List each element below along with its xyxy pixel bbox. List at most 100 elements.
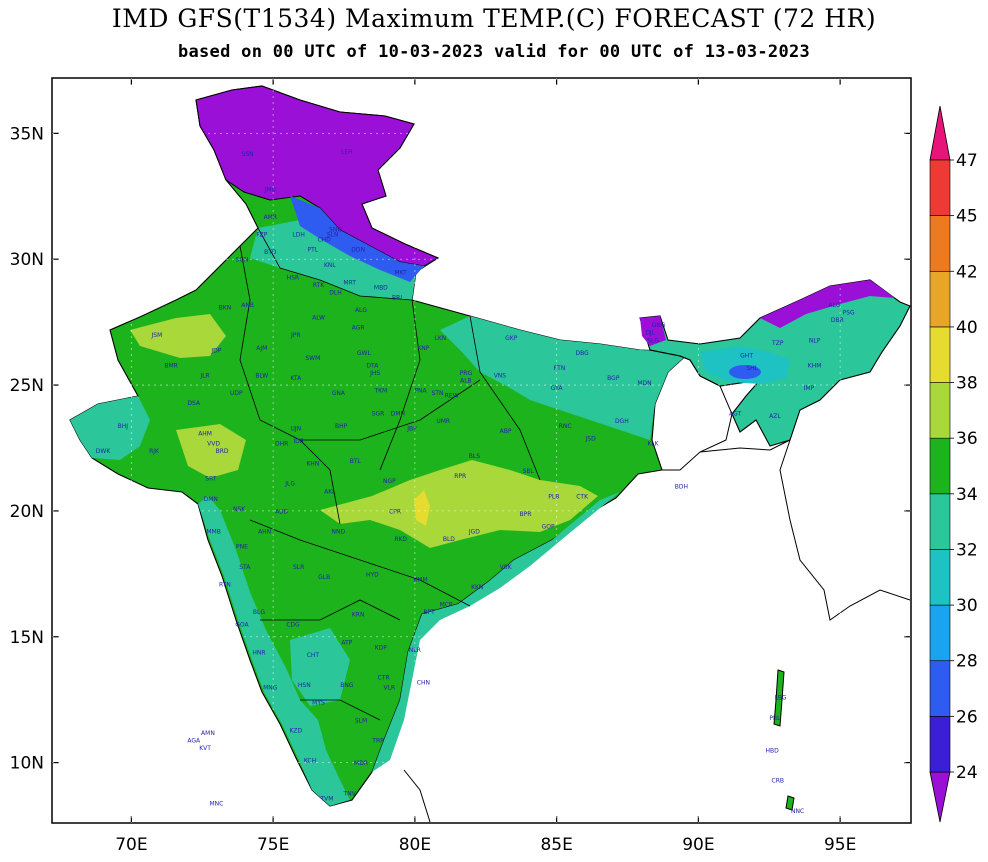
myanmar-border bbox=[779, 439, 911, 621]
nicobar-islands bbox=[785, 795, 795, 811]
x-axis: 70E 75E 80E 85E 90E 95E bbox=[115, 78, 856, 855]
station-label: ABP bbox=[500, 428, 512, 435]
station-label: NLP bbox=[809, 337, 821, 344]
station-label: BPR bbox=[519, 511, 531, 518]
station-label: DHR bbox=[275, 440, 288, 447]
station-label: SRT bbox=[205, 476, 217, 483]
station-label: ALB bbox=[460, 378, 472, 385]
station-label: KHN bbox=[306, 461, 319, 468]
station-label: SBL bbox=[523, 468, 535, 475]
station-label: HSR bbox=[287, 274, 300, 281]
station-label: SNG bbox=[329, 227, 342, 234]
station-label: KCH bbox=[304, 758, 316, 765]
station-label: JGD bbox=[468, 529, 480, 536]
colorbar-label: 26 bbox=[956, 707, 978, 727]
station-label: MRT bbox=[343, 279, 356, 286]
arunachal-cold-region bbox=[760, 280, 895, 328]
station-label: LKN bbox=[435, 335, 447, 342]
ladakh-cold-region bbox=[195, 85, 440, 267]
station-label: DJL bbox=[645, 330, 655, 337]
forecast-field bbox=[69, 85, 911, 811]
station-label: GKP bbox=[505, 335, 518, 342]
station-label: JBP bbox=[406, 425, 417, 432]
meghalaya-cold-spot bbox=[729, 365, 761, 379]
station-label: LEH bbox=[341, 149, 353, 156]
colorbar-swatch bbox=[929, 604, 951, 662]
y-tick-label: 35N bbox=[10, 124, 44, 144]
colorbar-swatch bbox=[929, 326, 951, 383]
colorbar-swatch bbox=[929, 215, 951, 272]
station-label: JDP bbox=[210, 347, 221, 354]
station-label: BLS bbox=[469, 453, 480, 460]
station-label: JSM bbox=[151, 332, 163, 339]
station-label: UJN bbox=[290, 425, 301, 432]
colorbar-swatch bbox=[929, 437, 951, 495]
station-label: GNA bbox=[332, 390, 346, 397]
station-label: BLW bbox=[255, 373, 268, 380]
station-label: RKD bbox=[394, 536, 407, 543]
station-label: JLG bbox=[284, 481, 295, 488]
map-title: IMD GFS(T1534) Maximum TEMP.(C) FORECAST… bbox=[111, 4, 877, 33]
colorbar-swatch bbox=[929, 660, 951, 717]
station-label: RPR bbox=[454, 473, 466, 480]
x-tick-label: 90E bbox=[682, 835, 714, 855]
station-label: VLR bbox=[384, 685, 396, 692]
colorbar-label: 34 bbox=[956, 485, 978, 505]
y-axis: 10N 15N 20N 25N 30N 35N bbox=[10, 124, 911, 774]
station-label: NNC bbox=[791, 808, 804, 815]
station-label: AGT bbox=[729, 410, 741, 417]
station-label: UMR bbox=[436, 418, 450, 425]
station-label: CTK bbox=[576, 493, 589, 500]
station-label: BRD bbox=[216, 448, 229, 455]
station-label: GOA bbox=[235, 622, 249, 629]
y-tick-label: 15N bbox=[10, 628, 44, 648]
station-label: KHM bbox=[808, 362, 822, 369]
station-label: PSG bbox=[843, 310, 855, 317]
station-label: BLG bbox=[253, 609, 265, 616]
station-label: BTL bbox=[350, 458, 362, 465]
station-label: SLN bbox=[327, 232, 339, 239]
station-label: JMU bbox=[264, 186, 276, 193]
colorbar-over-triangle bbox=[929, 105, 951, 161]
grid bbox=[52, 78, 911, 823]
bangladesh-border bbox=[649, 349, 733, 471]
colorbar-label: 36 bbox=[956, 429, 978, 449]
thar-warm-patch bbox=[130, 314, 226, 358]
station-label: BGP bbox=[607, 375, 620, 382]
x-tick-label: 75E bbox=[257, 835, 289, 855]
sri-lanka-outline bbox=[403, 769, 431, 823]
station-label: HBD bbox=[765, 748, 779, 755]
station-labels: BKN JSM JDP JLR BMR ANB SGN HSR DLH RTK ALW JPR AGR A… bbox=[96, 149, 855, 815]
station-label: DBR bbox=[831, 317, 844, 324]
station-label: ALG bbox=[828, 302, 840, 309]
station-label: KTA bbox=[290, 375, 302, 382]
station-label: TVM bbox=[320, 795, 334, 802]
station-label: SGN bbox=[235, 257, 248, 264]
station-label: CRB bbox=[772, 778, 784, 785]
x-tick-label: 70E bbox=[115, 835, 147, 855]
station-label: LDH bbox=[292, 232, 304, 239]
station-label: CHD bbox=[317, 237, 331, 244]
station-label: BRL bbox=[392, 294, 404, 301]
station-label: AHM bbox=[198, 430, 212, 437]
station-label: GHT bbox=[740, 352, 753, 359]
station-label: NGP bbox=[383, 478, 396, 485]
colorbar-under-triangle bbox=[929, 771, 951, 823]
station-label: DTA bbox=[366, 362, 379, 369]
station-label: PTL bbox=[307, 247, 318, 254]
station-label: AGA bbox=[187, 737, 201, 744]
station-label: ALG bbox=[355, 307, 367, 314]
colorbar: 24 26 28 30 32 34 36 38 40 42 45 47 bbox=[929, 105, 978, 823]
station-label: VNS bbox=[494, 373, 507, 380]
station-label: KVT bbox=[199, 745, 211, 752]
map-frame bbox=[51, 77, 912, 824]
station-label: KLK bbox=[647, 440, 659, 447]
station-label: BTD bbox=[264, 249, 277, 256]
station-label: IMP bbox=[804, 385, 815, 392]
colorbar-swatch bbox=[929, 270, 951, 328]
station-label: TZP bbox=[771, 340, 784, 347]
himalaya-blue-band bbox=[290, 196, 424, 282]
colorbar-label: 32 bbox=[956, 540, 978, 560]
station-label: DDN bbox=[351, 247, 365, 254]
colorbar-swatch bbox=[929, 549, 951, 606]
